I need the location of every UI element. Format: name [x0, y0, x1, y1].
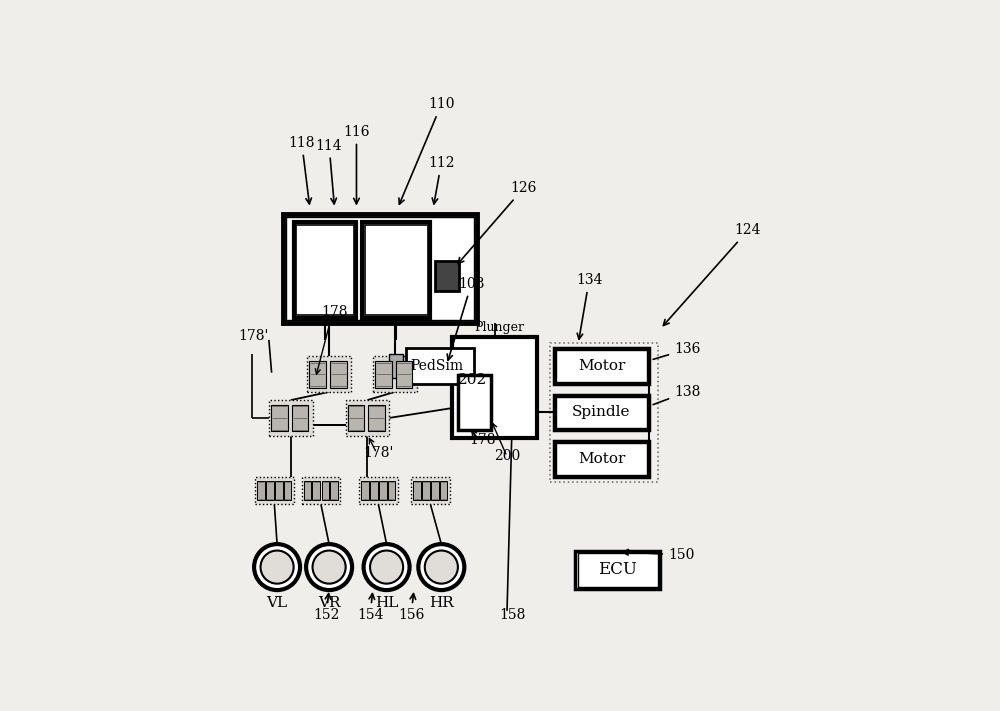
- Bar: [307, 356, 351, 392]
- Text: 124: 124: [663, 223, 761, 326]
- Text: 116: 116: [343, 125, 370, 204]
- Bar: [283, 214, 477, 324]
- Text: VR: VR: [318, 596, 340, 609]
- Text: 178: 178: [469, 433, 496, 447]
- Text: HR: HR: [429, 596, 454, 609]
- Bar: [361, 481, 369, 500]
- Bar: [422, 481, 430, 500]
- Bar: [309, 361, 326, 387]
- Bar: [266, 481, 274, 500]
- Text: 112: 112: [428, 156, 455, 204]
- Text: 134: 134: [576, 273, 602, 339]
- Bar: [368, 405, 385, 432]
- Bar: [556, 397, 647, 428]
- Text: 114: 114: [316, 139, 342, 204]
- Bar: [257, 481, 265, 500]
- Bar: [370, 481, 378, 500]
- Bar: [304, 481, 311, 500]
- Circle shape: [261, 550, 294, 584]
- Text: Plunger: Plunger: [474, 321, 524, 333]
- Text: Motor: Motor: [578, 452, 625, 466]
- Bar: [554, 441, 649, 477]
- Bar: [294, 223, 356, 318]
- Text: 126: 126: [458, 181, 537, 264]
- Bar: [269, 400, 313, 436]
- Text: 178: 178: [321, 305, 348, 319]
- Text: 178': 178': [238, 329, 269, 343]
- Bar: [435, 260, 459, 291]
- Circle shape: [418, 544, 464, 590]
- Bar: [575, 550, 660, 589]
- Bar: [322, 481, 329, 500]
- Text: 202: 202: [458, 373, 487, 387]
- Bar: [292, 405, 308, 432]
- Text: Motor: Motor: [578, 359, 625, 373]
- Bar: [413, 481, 421, 500]
- Text: PedSim: PedSim: [411, 359, 464, 373]
- Text: 110: 110: [399, 97, 455, 204]
- Text: 108: 108: [447, 277, 485, 360]
- Bar: [375, 361, 392, 387]
- Text: 156: 156: [398, 594, 424, 622]
- Text: 178': 178': [363, 446, 394, 459]
- Bar: [365, 225, 428, 315]
- Bar: [379, 481, 387, 500]
- Bar: [396, 361, 412, 387]
- Bar: [452, 337, 537, 439]
- Bar: [348, 405, 364, 432]
- Text: 158: 158: [499, 608, 526, 622]
- Text: Spindle: Spindle: [572, 405, 631, 419]
- Text: 118: 118: [288, 136, 315, 204]
- Bar: [550, 343, 658, 482]
- Circle shape: [254, 544, 300, 590]
- Circle shape: [313, 550, 346, 584]
- Text: VL: VL: [267, 596, 288, 609]
- Bar: [578, 553, 658, 587]
- Bar: [296, 225, 354, 315]
- Bar: [556, 444, 647, 474]
- Bar: [330, 481, 338, 500]
- Text: 200: 200: [494, 449, 520, 464]
- Text: 138: 138: [653, 385, 700, 405]
- Bar: [388, 481, 395, 500]
- Text: 150: 150: [623, 548, 694, 562]
- Text: ECU: ECU: [598, 561, 637, 578]
- Bar: [431, 481, 439, 500]
- Bar: [275, 481, 283, 500]
- Text: 136: 136: [653, 342, 700, 359]
- Bar: [271, 405, 288, 432]
- Bar: [286, 218, 474, 320]
- Text: 154: 154: [357, 594, 383, 622]
- Circle shape: [306, 544, 352, 590]
- Bar: [302, 477, 340, 504]
- Bar: [556, 351, 647, 382]
- Bar: [330, 361, 347, 387]
- Bar: [554, 348, 649, 384]
- Bar: [411, 477, 450, 504]
- Circle shape: [364, 544, 410, 590]
- Bar: [458, 375, 491, 430]
- Bar: [554, 395, 649, 430]
- Bar: [359, 477, 398, 504]
- Text: 152: 152: [313, 594, 340, 622]
- Bar: [362, 223, 430, 318]
- Circle shape: [425, 550, 458, 584]
- Bar: [406, 348, 474, 384]
- Bar: [255, 477, 294, 504]
- Bar: [373, 356, 417, 392]
- Bar: [284, 481, 291, 500]
- Bar: [440, 481, 447, 500]
- Text: HL: HL: [375, 596, 398, 609]
- Bar: [312, 481, 320, 500]
- Bar: [389, 353, 403, 378]
- Circle shape: [370, 550, 403, 584]
- Bar: [346, 400, 389, 436]
